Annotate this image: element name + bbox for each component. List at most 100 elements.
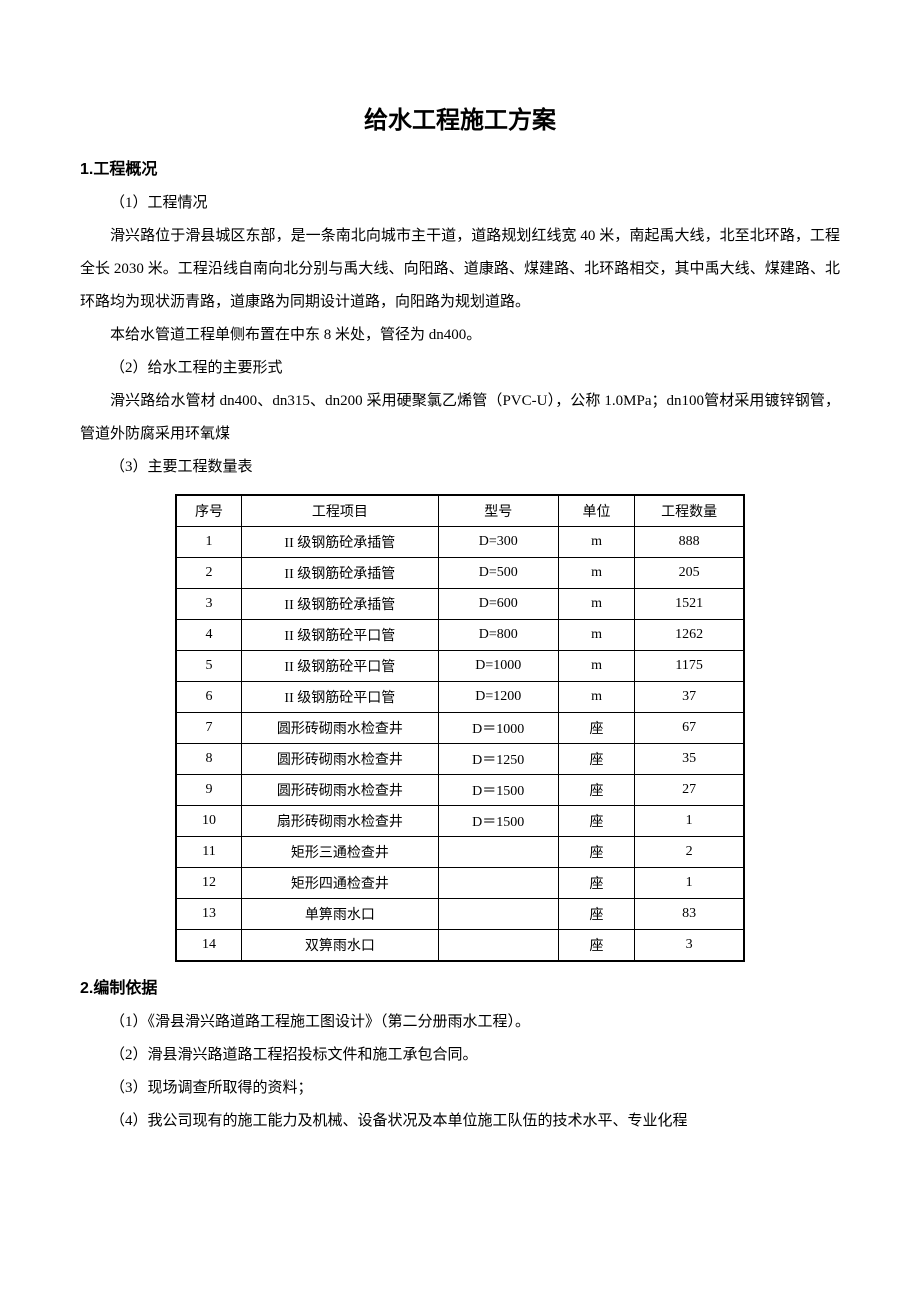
- table-cell: 圆形砖砌雨水检查井: [242, 713, 439, 744]
- table-cell: 4: [176, 620, 242, 651]
- table-header-model: 型号: [438, 495, 558, 527]
- table-cell: II 级钢筋砼平口管: [242, 682, 439, 713]
- table-cell: m: [558, 651, 634, 682]
- table-cell: 座: [558, 713, 634, 744]
- section-2-items: （1）《滑县滑兴路道路工程施工图设计》（第二分册雨水工程）。（2）滑县滑兴路道路…: [80, 1006, 840, 1138]
- table-cell: m: [558, 558, 634, 589]
- table-row: 10扇形砖砌雨水检查井D＝1500座1: [176, 806, 744, 837]
- table-header-item: 工程项目: [242, 495, 439, 527]
- table-cell: 座: [558, 930, 634, 962]
- table-row: 3II 级钢筋砼承插管D=600m1521: [176, 589, 744, 620]
- table-row: 6II 级钢筋砼平口管D=1200m37: [176, 682, 744, 713]
- table-cell: D=500: [438, 558, 558, 589]
- table-cell: 2: [635, 837, 744, 868]
- table-row: 9圆形砖砌雨水检查井D＝1500座27: [176, 775, 744, 806]
- section-1-sub1-p1: 滑兴路位于滑县城区东部，是一条南北向城市主干道，道路规划红线宽 40 米，南起禹…: [80, 220, 840, 319]
- table-cell: D＝1250: [438, 744, 558, 775]
- table-cell: 矩形三通检查井: [242, 837, 439, 868]
- table-row: 4II 级钢筋砼平口管D=800m1262: [176, 620, 744, 651]
- table-body: 1II 级钢筋砼承插管D=300m8882II 级钢筋砼承插管D=500m205…: [176, 527, 744, 962]
- section-2-item: （4）我公司现有的施工能力及机械、设备状况及本单位施工队伍的技术水平、专业化程: [80, 1105, 840, 1138]
- table-header-seq: 序号: [176, 495, 242, 527]
- table-cell: 座: [558, 868, 634, 899]
- table-header-unit: 单位: [558, 495, 634, 527]
- section-2-item: （2）滑县滑兴路道路工程招投标文件和施工承包合同。: [80, 1039, 840, 1072]
- table-cell: 座: [558, 837, 634, 868]
- table-cell: 205: [635, 558, 744, 589]
- table-cell: 37: [635, 682, 744, 713]
- table-cell: 888: [635, 527, 744, 558]
- section-1-sub3-label: （3）主要工程数量表: [80, 451, 840, 484]
- table-cell: 1: [635, 806, 744, 837]
- table-cell: D＝1500: [438, 775, 558, 806]
- table-cell: 12: [176, 868, 242, 899]
- section-2-heading: 2.编制依据: [80, 974, 840, 998]
- table-row: 14双箅雨水口 座3: [176, 930, 744, 962]
- table-cell: 双箅雨水口: [242, 930, 439, 962]
- table-cell: 83: [635, 899, 744, 930]
- table-row: 8圆形砖砌雨水检查井D＝1250座35: [176, 744, 744, 775]
- table-cell: [438, 930, 558, 962]
- table-cell: 9: [176, 775, 242, 806]
- table-cell: II 级钢筋砼承插管: [242, 558, 439, 589]
- table-cell: 1521: [635, 589, 744, 620]
- table-cell: [438, 899, 558, 930]
- table-cell: m: [558, 620, 634, 651]
- table-cell: m: [558, 527, 634, 558]
- table-cell: D＝1500: [438, 806, 558, 837]
- table-cell: II 级钢筋砼承插管: [242, 589, 439, 620]
- table-cell: 10: [176, 806, 242, 837]
- table-cell: II 级钢筋砼平口管: [242, 651, 439, 682]
- table-cell: 1: [176, 527, 242, 558]
- table-cell: 5: [176, 651, 242, 682]
- section-2-item: （3）现场调查所取得的资料；: [80, 1072, 840, 1105]
- table-cell: 1175: [635, 651, 744, 682]
- section-1-sub2-label: （2）给水工程的主要形式: [80, 352, 840, 385]
- table-cell: 单箅雨水口: [242, 899, 439, 930]
- table-cell: 2: [176, 558, 242, 589]
- table-row: 7圆形砖砌雨水检查井D＝1000座67: [176, 713, 744, 744]
- table-row: 13单箅雨水口座83: [176, 899, 744, 930]
- table-cell: 8: [176, 744, 242, 775]
- section-1-heading: 1.工程概况: [80, 155, 840, 179]
- table-cell: D＝1000: [438, 713, 558, 744]
- table-cell: II 级钢筋砼承插管: [242, 527, 439, 558]
- document-title: 给水工程施工方案: [80, 100, 840, 135]
- table-cell: 扇形砖砌雨水检查井: [242, 806, 439, 837]
- table-header-qty: 工程数量: [635, 495, 744, 527]
- table-row: 12矩形四通检查井座1: [176, 868, 744, 899]
- table-cell: 67: [635, 713, 744, 744]
- table-cell: 座: [558, 806, 634, 837]
- table-cell: 27: [635, 775, 744, 806]
- table-cell: 座: [558, 775, 634, 806]
- quantity-table-wrapper: 序号 工程项目 型号 单位 工程数量 1II 级钢筋砼承插管D=300m8882…: [80, 494, 840, 962]
- table-cell: 矩形四通检查井: [242, 868, 439, 899]
- table-cell: 6: [176, 682, 242, 713]
- table-cell: D=300: [438, 527, 558, 558]
- table-cell: [438, 868, 558, 899]
- table-cell: m: [558, 682, 634, 713]
- section-2-item: （1）《滑县滑兴路道路工程施工图设计》（第二分册雨水工程）。: [80, 1006, 840, 1039]
- table-row: 1II 级钢筋砼承插管D=300m888: [176, 527, 744, 558]
- table-header-row: 序号 工程项目 型号 单位 工程数量: [176, 495, 744, 527]
- table-row: 5II 级钢筋砼平口管D=1000m1175: [176, 651, 744, 682]
- table-cell: 圆形砖砌雨水检查井: [242, 744, 439, 775]
- table-cell: 11: [176, 837, 242, 868]
- table-cell: 14: [176, 930, 242, 962]
- table-cell: D=600: [438, 589, 558, 620]
- table-cell: 35: [635, 744, 744, 775]
- table-cell: 7: [176, 713, 242, 744]
- table-cell: II 级钢筋砼平口管: [242, 620, 439, 651]
- table-cell: 3: [635, 930, 744, 962]
- table-cell: 座: [558, 744, 634, 775]
- section-1-sub1-label: （1）工程情况: [80, 187, 840, 220]
- section-1-sub1-p2: 本给水管道工程单侧布置在中东 8 米处，管径为 dn400。: [80, 319, 840, 352]
- quantity-table: 序号 工程项目 型号 单位 工程数量 1II 级钢筋砼承插管D=300m8882…: [175, 494, 745, 962]
- table-cell: D=1200: [438, 682, 558, 713]
- table-cell: [438, 837, 558, 868]
- table-cell: 圆形砖砌雨水检查井: [242, 775, 439, 806]
- section-1-sub2-p1: 滑兴路给水管材 dn400、dn315、dn200 采用硬聚氯乙烯管（PVC-U…: [80, 385, 840, 451]
- table-cell: D=800: [438, 620, 558, 651]
- table-cell: 1262: [635, 620, 744, 651]
- table-row: 2II 级钢筋砼承插管D=500m205: [176, 558, 744, 589]
